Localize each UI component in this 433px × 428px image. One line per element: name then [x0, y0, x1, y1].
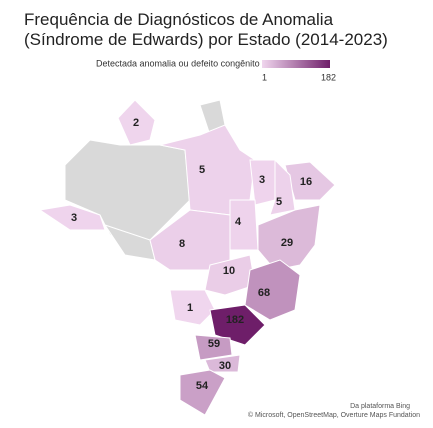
state-region — [179, 369, 226, 416]
state-value-label: 5 — [199, 164, 205, 176]
state-value-label: 8 — [179, 238, 185, 250]
state-value-label: 68 — [258, 287, 270, 299]
state-value-label: 4 — [235, 216, 242, 228]
state-value-label: 54 — [196, 380, 209, 392]
state-region — [209, 304, 266, 346]
legend-min: 1 — [262, 72, 267, 82]
state-region — [269, 158, 296, 216]
legend-title: Detectada anomalia ou defeito congênito — [96, 58, 260, 68]
state-value-label: 16 — [300, 176, 312, 188]
legend-gradient — [262, 60, 330, 68]
state-value-label: 29 — [281, 237, 293, 249]
state-region — [169, 289, 216, 326]
state-region — [117, 99, 156, 146]
state-value-label: 30 — [219, 360, 231, 372]
state-value-label: 5 — [276, 196, 282, 208]
state-region — [204, 254, 256, 296]
state-region — [244, 259, 301, 321]
state-region — [38, 204, 106, 231]
state-region — [204, 354, 241, 373]
state-value-label: 3 — [259, 174, 265, 186]
state-value-label: 59 — [208, 338, 220, 350]
attribution: Da plataforma Bing — [350, 403, 410, 410]
attribution: © Microsoft, OpenStreetMap, Overture Map… — [248, 411, 420, 419]
state-value-label: 2 — [133, 117, 139, 129]
state-region — [257, 204, 321, 271]
state-value-label: 182 — [226, 314, 244, 326]
state-value-label: 1 — [187, 302, 193, 314]
map-title: Frequência de Diagnósticos de Anomalia (… — [24, 10, 388, 49]
state-region — [194, 334, 233, 361]
state-region — [284, 161, 336, 201]
state-value-label: 10 — [223, 265, 235, 277]
state-value-label: 3 — [71, 212, 77, 224]
legend-max: 182 — [321, 72, 336, 82]
